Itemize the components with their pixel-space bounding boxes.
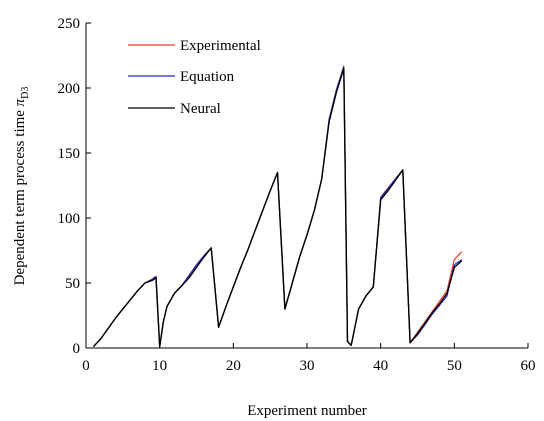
legend-label-neural: Neural	[180, 101, 221, 117]
x-axis-label: Experiment number	[247, 403, 367, 419]
legend: Experimental Equation Neural	[128, 38, 261, 117]
x-tick-label: 50	[447, 358, 462, 374]
y-tick-label: 150	[58, 146, 81, 162]
x-tick-label: 20	[226, 358, 241, 374]
series-layer	[92, 65, 463, 348]
y-axis-label: Dependent term process time πD3	[12, 87, 31, 286]
y-tick-label: 250	[58, 16, 81, 32]
y-axis-label-symbol: π	[12, 98, 28, 106]
x-tick-label: 30	[300, 358, 315, 374]
y-tick-label: 100	[58, 211, 81, 227]
x-tick-label: 40	[373, 358, 388, 374]
legend-label-equation: Equation	[180, 69, 235, 85]
y-axis-label-text: Dependent term process time	[12, 106, 28, 285]
y-tick-label: 0	[73, 341, 81, 357]
y-axis-label-subscript: D3	[20, 87, 31, 99]
x-ticks: 0 10 20 30 40 50 60	[82, 343, 536, 374]
x-tick-label: 60	[521, 358, 536, 374]
x-tick-label: 10	[152, 358, 167, 374]
series-line-equation	[92, 66, 463, 348]
series-line-neural	[92, 67, 463, 348]
legend-label-experimental: Experimental	[180, 38, 261, 54]
x-tick-label: 0	[82, 358, 90, 374]
y-ticks: 0 50 100 150 200 250	[58, 16, 91, 357]
y-tick-label: 50	[65, 276, 80, 292]
y-tick-label: 200	[58, 81, 81, 97]
